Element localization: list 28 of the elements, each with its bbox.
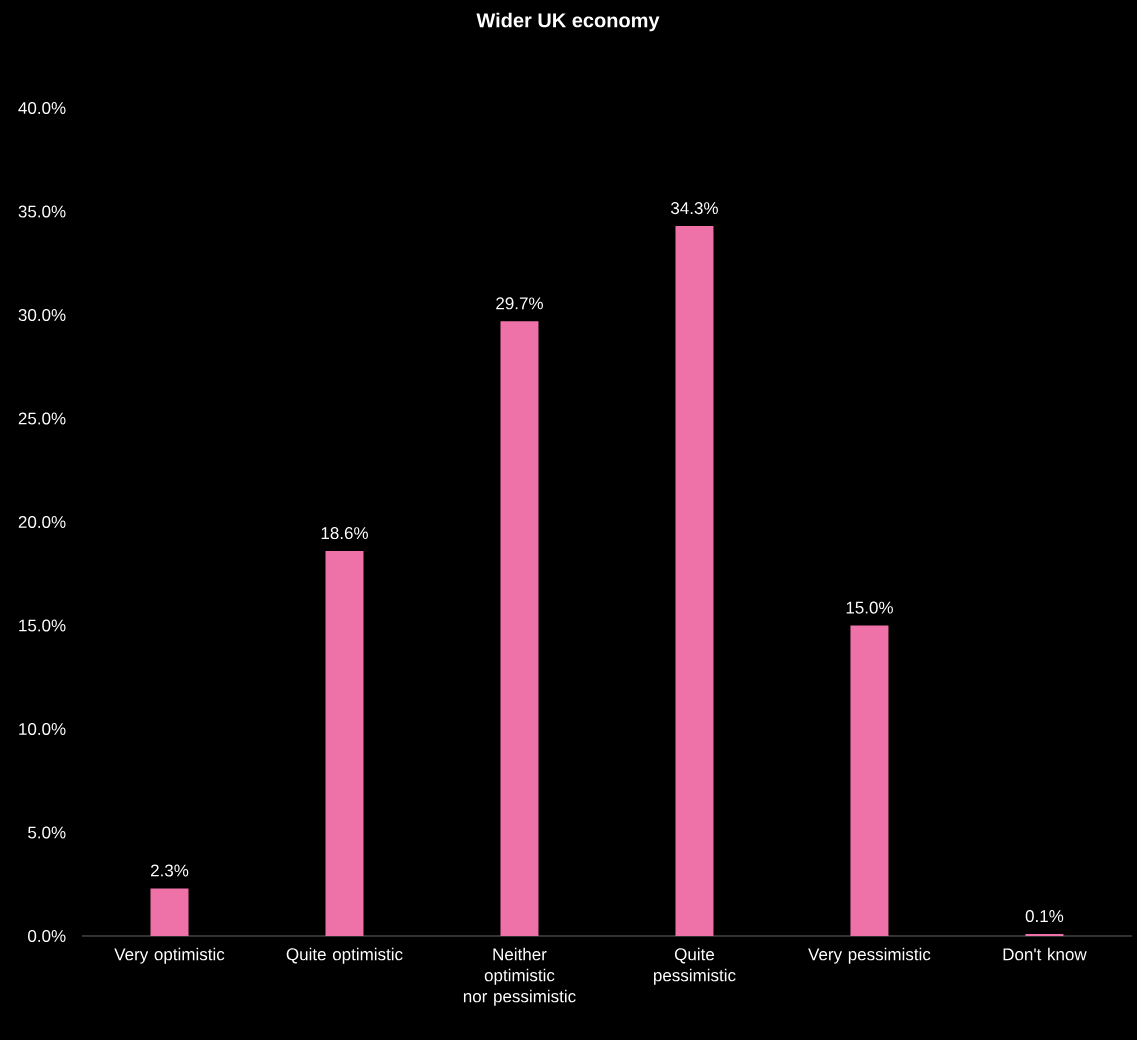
chart-title: Wider UK economy (476, 12, 660, 32)
y-tick-label: 10.0% (19, 722, 66, 736)
y-tick-label: 15.0% (19, 619, 66, 632)
y-tick-label: 5.0% (28, 826, 66, 839)
y-tick-label: 20.0% (18, 515, 66, 529)
y-tick-label: 35.0% (18, 205, 66, 218)
bar (675, 225, 714, 936)
bar (850, 625, 889, 936)
x-tick-label: Very optimistic (114, 947, 225, 964)
bar (150, 888, 189, 936)
y-tick-label: 40.0% (18, 101, 66, 115)
x-tick-label: Neither optimistic nor pessimistic (463, 947, 576, 1006)
data-label: 34.3% (671, 202, 718, 215)
data-label: 29.7% (496, 297, 543, 310)
data-label: 0.1% (1025, 910, 1064, 923)
data-label: 15.0% (846, 601, 893, 614)
y-tick-label: 25.0% (18, 412, 66, 425)
data-label: 18.6% (321, 527, 368, 540)
bar (500, 321, 539, 936)
bar (1025, 933, 1064, 936)
x-tick-label: Very pessimistic (808, 947, 931, 964)
x-tick-label: Quite optimistic (286, 947, 403, 964)
y-tick-label: 0.0% (28, 929, 66, 943)
bar (325, 550, 364, 936)
data-label: 2.3% (150, 864, 189, 877)
x-tick-label: Don't know (1003, 947, 1087, 961)
x-tick-label: Quite pessimistic (654, 947, 736, 985)
y-tick-label: 30.0% (18, 308, 66, 322)
